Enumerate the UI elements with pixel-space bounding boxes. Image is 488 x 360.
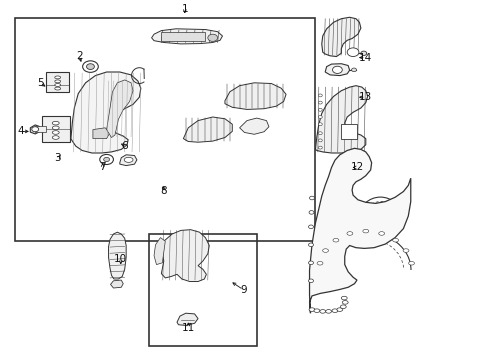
Polygon shape xyxy=(161,230,209,282)
Polygon shape xyxy=(177,313,198,325)
Bar xyxy=(161,32,205,41)
Ellipse shape xyxy=(318,146,322,149)
Ellipse shape xyxy=(402,249,408,252)
Text: 10: 10 xyxy=(114,254,127,264)
Ellipse shape xyxy=(346,48,358,57)
Ellipse shape xyxy=(318,94,322,97)
Ellipse shape xyxy=(55,80,61,83)
Polygon shape xyxy=(309,148,410,313)
Ellipse shape xyxy=(319,310,325,313)
Polygon shape xyxy=(154,238,165,265)
Ellipse shape xyxy=(308,308,314,311)
Bar xyxy=(15,18,315,241)
Polygon shape xyxy=(321,17,360,57)
Text: 7: 7 xyxy=(99,162,106,172)
Ellipse shape xyxy=(331,309,337,312)
Text: 14: 14 xyxy=(358,53,372,63)
Ellipse shape xyxy=(318,132,322,135)
Ellipse shape xyxy=(82,61,98,72)
Ellipse shape xyxy=(52,131,59,134)
Ellipse shape xyxy=(336,308,342,311)
Ellipse shape xyxy=(360,51,366,55)
Ellipse shape xyxy=(308,261,313,265)
Ellipse shape xyxy=(308,243,313,247)
Ellipse shape xyxy=(103,157,109,162)
Polygon shape xyxy=(120,155,137,166)
Text: 6: 6 xyxy=(121,141,128,151)
Ellipse shape xyxy=(32,127,39,132)
Text: 1: 1 xyxy=(181,4,188,14)
Ellipse shape xyxy=(100,154,113,165)
Ellipse shape xyxy=(322,249,328,252)
Ellipse shape xyxy=(362,229,368,233)
Polygon shape xyxy=(224,83,285,109)
Ellipse shape xyxy=(52,126,59,130)
Text: 12: 12 xyxy=(349,162,363,172)
Ellipse shape xyxy=(207,34,217,41)
Text: 2: 2 xyxy=(76,51,82,61)
Polygon shape xyxy=(315,86,367,153)
Text: 9: 9 xyxy=(240,285,246,295)
Ellipse shape xyxy=(308,211,313,214)
Ellipse shape xyxy=(358,197,401,238)
Ellipse shape xyxy=(318,116,322,118)
Ellipse shape xyxy=(346,232,352,235)
Ellipse shape xyxy=(332,238,338,242)
Ellipse shape xyxy=(341,296,346,300)
Polygon shape xyxy=(106,80,133,138)
Text: 8: 8 xyxy=(160,186,167,196)
Polygon shape xyxy=(325,64,349,76)
Bar xyxy=(41,116,70,142)
Ellipse shape xyxy=(318,101,322,104)
Polygon shape xyxy=(108,232,126,279)
Ellipse shape xyxy=(308,279,313,283)
Polygon shape xyxy=(93,128,110,139)
Polygon shape xyxy=(183,117,232,142)
Polygon shape xyxy=(239,118,268,134)
Ellipse shape xyxy=(318,139,322,142)
Text: 5: 5 xyxy=(37,78,43,88)
Ellipse shape xyxy=(318,123,322,126)
Ellipse shape xyxy=(340,305,346,309)
Ellipse shape xyxy=(309,196,314,200)
Ellipse shape xyxy=(55,76,61,79)
Ellipse shape xyxy=(55,87,61,90)
Bar xyxy=(149,234,256,346)
Polygon shape xyxy=(110,280,123,288)
Bar xyxy=(46,72,69,92)
Bar xyxy=(341,124,356,139)
Ellipse shape xyxy=(351,68,356,72)
Ellipse shape xyxy=(313,309,319,312)
Ellipse shape xyxy=(378,232,384,235)
Ellipse shape xyxy=(55,84,61,86)
Ellipse shape xyxy=(86,64,94,69)
Ellipse shape xyxy=(308,225,313,229)
Ellipse shape xyxy=(316,261,322,265)
Ellipse shape xyxy=(318,108,322,111)
Ellipse shape xyxy=(52,136,59,139)
Polygon shape xyxy=(30,125,40,134)
Bar xyxy=(35,126,46,132)
Ellipse shape xyxy=(392,238,398,242)
Text: 3: 3 xyxy=(54,153,61,163)
Text: 11: 11 xyxy=(181,323,195,333)
Ellipse shape xyxy=(408,261,414,265)
Polygon shape xyxy=(71,72,141,153)
Ellipse shape xyxy=(342,301,347,304)
Ellipse shape xyxy=(124,157,133,162)
Text: 13: 13 xyxy=(358,92,372,102)
Ellipse shape xyxy=(325,310,331,313)
Text: 4: 4 xyxy=(17,126,24,136)
Ellipse shape xyxy=(52,121,59,125)
Ellipse shape xyxy=(332,66,342,73)
Polygon shape xyxy=(151,29,222,44)
